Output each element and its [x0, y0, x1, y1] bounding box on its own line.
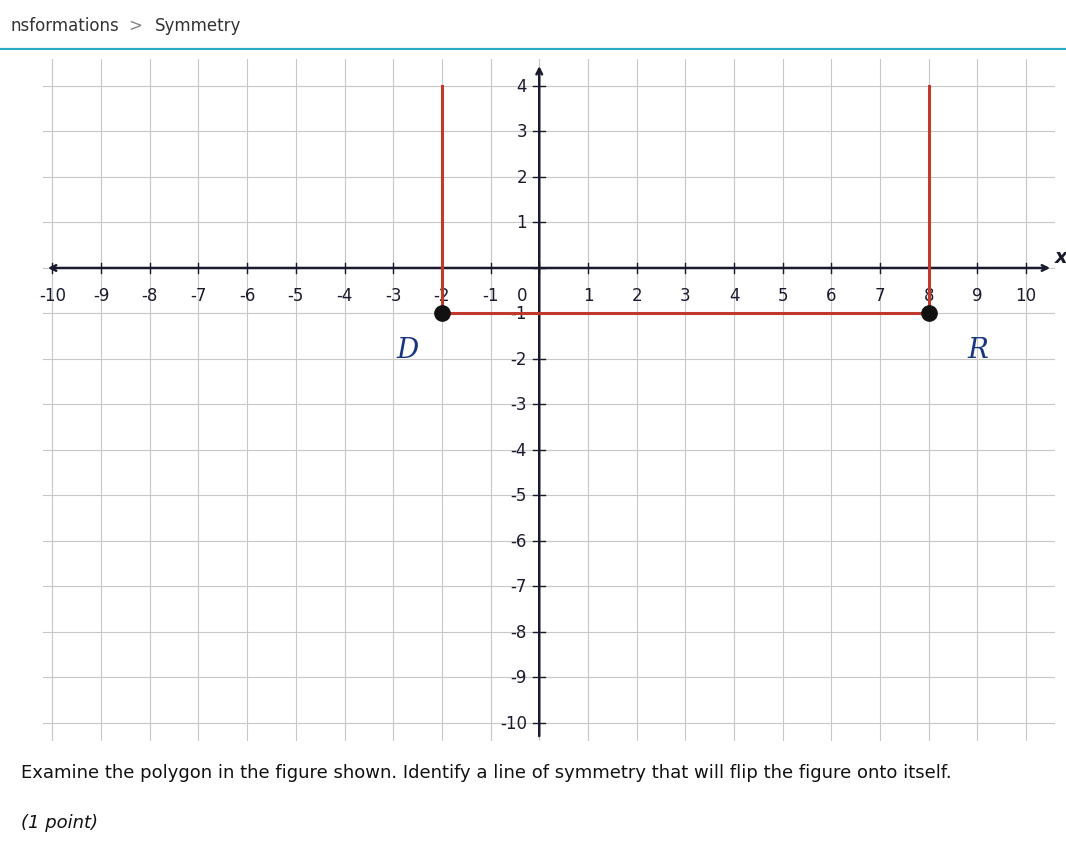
Text: 7: 7	[875, 287, 886, 305]
Text: Symmetry: Symmetry	[155, 16, 241, 35]
Text: x: x	[1054, 248, 1066, 267]
Text: 4: 4	[729, 287, 739, 305]
Text: 1: 1	[516, 214, 527, 233]
Text: D: D	[397, 337, 419, 364]
Text: -2: -2	[511, 350, 527, 369]
Text: 6: 6	[826, 287, 837, 305]
Text: 8: 8	[923, 287, 934, 305]
Text: -3: -3	[511, 396, 527, 414]
Text: -10: -10	[500, 714, 527, 732]
Text: -1: -1	[482, 287, 499, 305]
Text: -8: -8	[511, 623, 527, 642]
Text: -4: -4	[336, 287, 353, 305]
Text: 5: 5	[777, 287, 788, 305]
Text: 1: 1	[583, 287, 594, 305]
Text: 3: 3	[516, 124, 527, 141]
Text: 0: 0	[517, 287, 527, 305]
Text: 2: 2	[516, 169, 527, 187]
Text: -6: -6	[239, 287, 256, 305]
Text: nsformations: nsformations	[11, 16, 119, 35]
Text: 4: 4	[517, 78, 527, 96]
Text: -2: -2	[434, 287, 450, 305]
Text: -7: -7	[190, 287, 207, 305]
Text: -10: -10	[38, 287, 66, 305]
Text: 10: 10	[1016, 287, 1037, 305]
Text: -6: -6	[511, 532, 527, 550]
Text: -9: -9	[511, 669, 527, 687]
Text: >: >	[128, 16, 142, 35]
Text: R: R	[967, 337, 988, 364]
Text: Examine the polygon in the figure shown. Identify a line of symmetry that will f: Examine the polygon in the figure shown.…	[21, 763, 952, 781]
Text: 3: 3	[680, 287, 691, 305]
Text: -5: -5	[511, 486, 527, 505]
Text: -4: -4	[511, 441, 527, 459]
Text: -8: -8	[142, 287, 158, 305]
Text: -7: -7	[511, 578, 527, 596]
Text: -5: -5	[288, 287, 304, 305]
Text: 2: 2	[631, 287, 642, 305]
Text: (1 point): (1 point)	[21, 813, 98, 832]
Text: -3: -3	[385, 287, 402, 305]
Text: -9: -9	[93, 287, 109, 305]
Text: 9: 9	[972, 287, 983, 305]
Text: -1: -1	[511, 305, 527, 323]
